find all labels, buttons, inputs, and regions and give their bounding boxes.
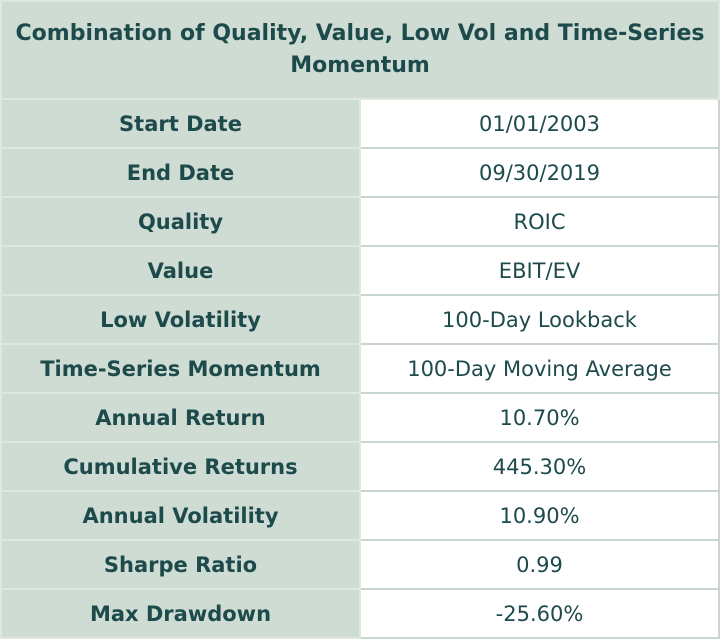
row-value: 01/01/2003 <box>359 98 720 149</box>
table-row: Annual Volatility 10.90% <box>0 490 720 541</box>
row-value: 09/30/2019 <box>359 147 720 198</box>
row-value: 10.90% <box>359 490 720 541</box>
table-row: Cumulative Returns 445.30% <box>0 441 720 492</box>
row-value: EBIT/EV <box>359 245 720 296</box>
table-body: Start Date 01/01/2003 End Date 09/30/2019 Qu… <box>0 98 720 639</box>
row-value: ROIC <box>359 196 720 247</box>
row-label: Time-Series Momentum <box>0 343 361 394</box>
table-row: End Date 09/30/2019 <box>0 147 720 198</box>
row-label: Quality <box>0 196 361 247</box>
row-value: 10.70% <box>359 392 720 443</box>
row-label: Sharpe Ratio <box>0 539 361 590</box>
row-label: Annual Volatility <box>0 490 361 541</box>
row-label: Cumulative Returns <box>0 441 361 492</box>
row-label: Value <box>0 245 361 296</box>
row-label: End Date <box>0 147 361 198</box>
table-row: Low Volatility 100-Day Lookback <box>0 294 720 345</box>
row-value: 0.99 <box>359 539 720 590</box>
row-value: 100-Day Moving Average <box>359 343 720 394</box>
table-row: Quality ROIC <box>0 196 720 247</box>
row-value: 445.30% <box>359 441 720 492</box>
row-label: Annual Return <box>0 392 361 443</box>
table-title: Combination of Quality, Value, Low Vol a… <box>0 0 720 100</box>
row-label: Max Drawdown <box>0 588 361 639</box>
row-value: -25.60% <box>359 588 720 639</box>
row-value: 100-Day Lookback <box>359 294 720 345</box>
table-row: Max Drawdown -25.60% <box>0 588 720 639</box>
table-row: Annual Return 10.70% <box>0 392 720 443</box>
table-row: Time-Series Momentum 100-Day Moving Avera… <box>0 343 720 394</box>
table-row: Value EBIT/EV <box>0 245 720 296</box>
row-label: Start Date <box>0 98 361 149</box>
table-row: Start Date 01/01/2003 <box>0 98 720 149</box>
table-row: Sharpe Ratio 0.99 <box>0 539 720 590</box>
row-label: Low Volatility <box>0 294 361 345</box>
